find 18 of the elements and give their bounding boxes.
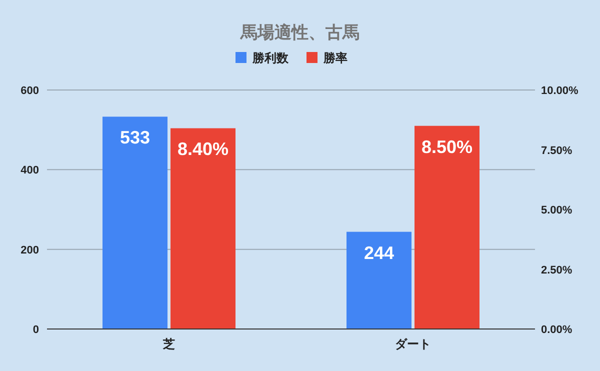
data-label: 8.50% [421,136,473,157]
y2-tick-label: 10.00% [541,85,579,97]
chart-title: 馬場適性、古馬 [240,23,360,42]
legend-label: 勝率 [322,51,348,65]
data-label: 8.40% [177,139,229,160]
y-tick-label: 200 [20,244,39,256]
y2-tick-label: 7.50% [541,144,572,157]
x-tick-label: ダート [395,337,431,351]
y2-tick-label: 0.00% [541,324,572,336]
y2-tick-label: 2.50% [541,264,572,276]
legend-label: 勝利数 [252,51,290,65]
data-label: 533 [120,128,150,148]
y-tick-label: 0 [32,324,39,336]
data-label: 244 [364,242,394,263]
y2-tick-label: 5.00% [541,204,572,216]
x-tick-label: 芝 [162,337,175,351]
y-tick-label: 400 [20,164,39,177]
y-tick-label: 600 [20,85,39,97]
